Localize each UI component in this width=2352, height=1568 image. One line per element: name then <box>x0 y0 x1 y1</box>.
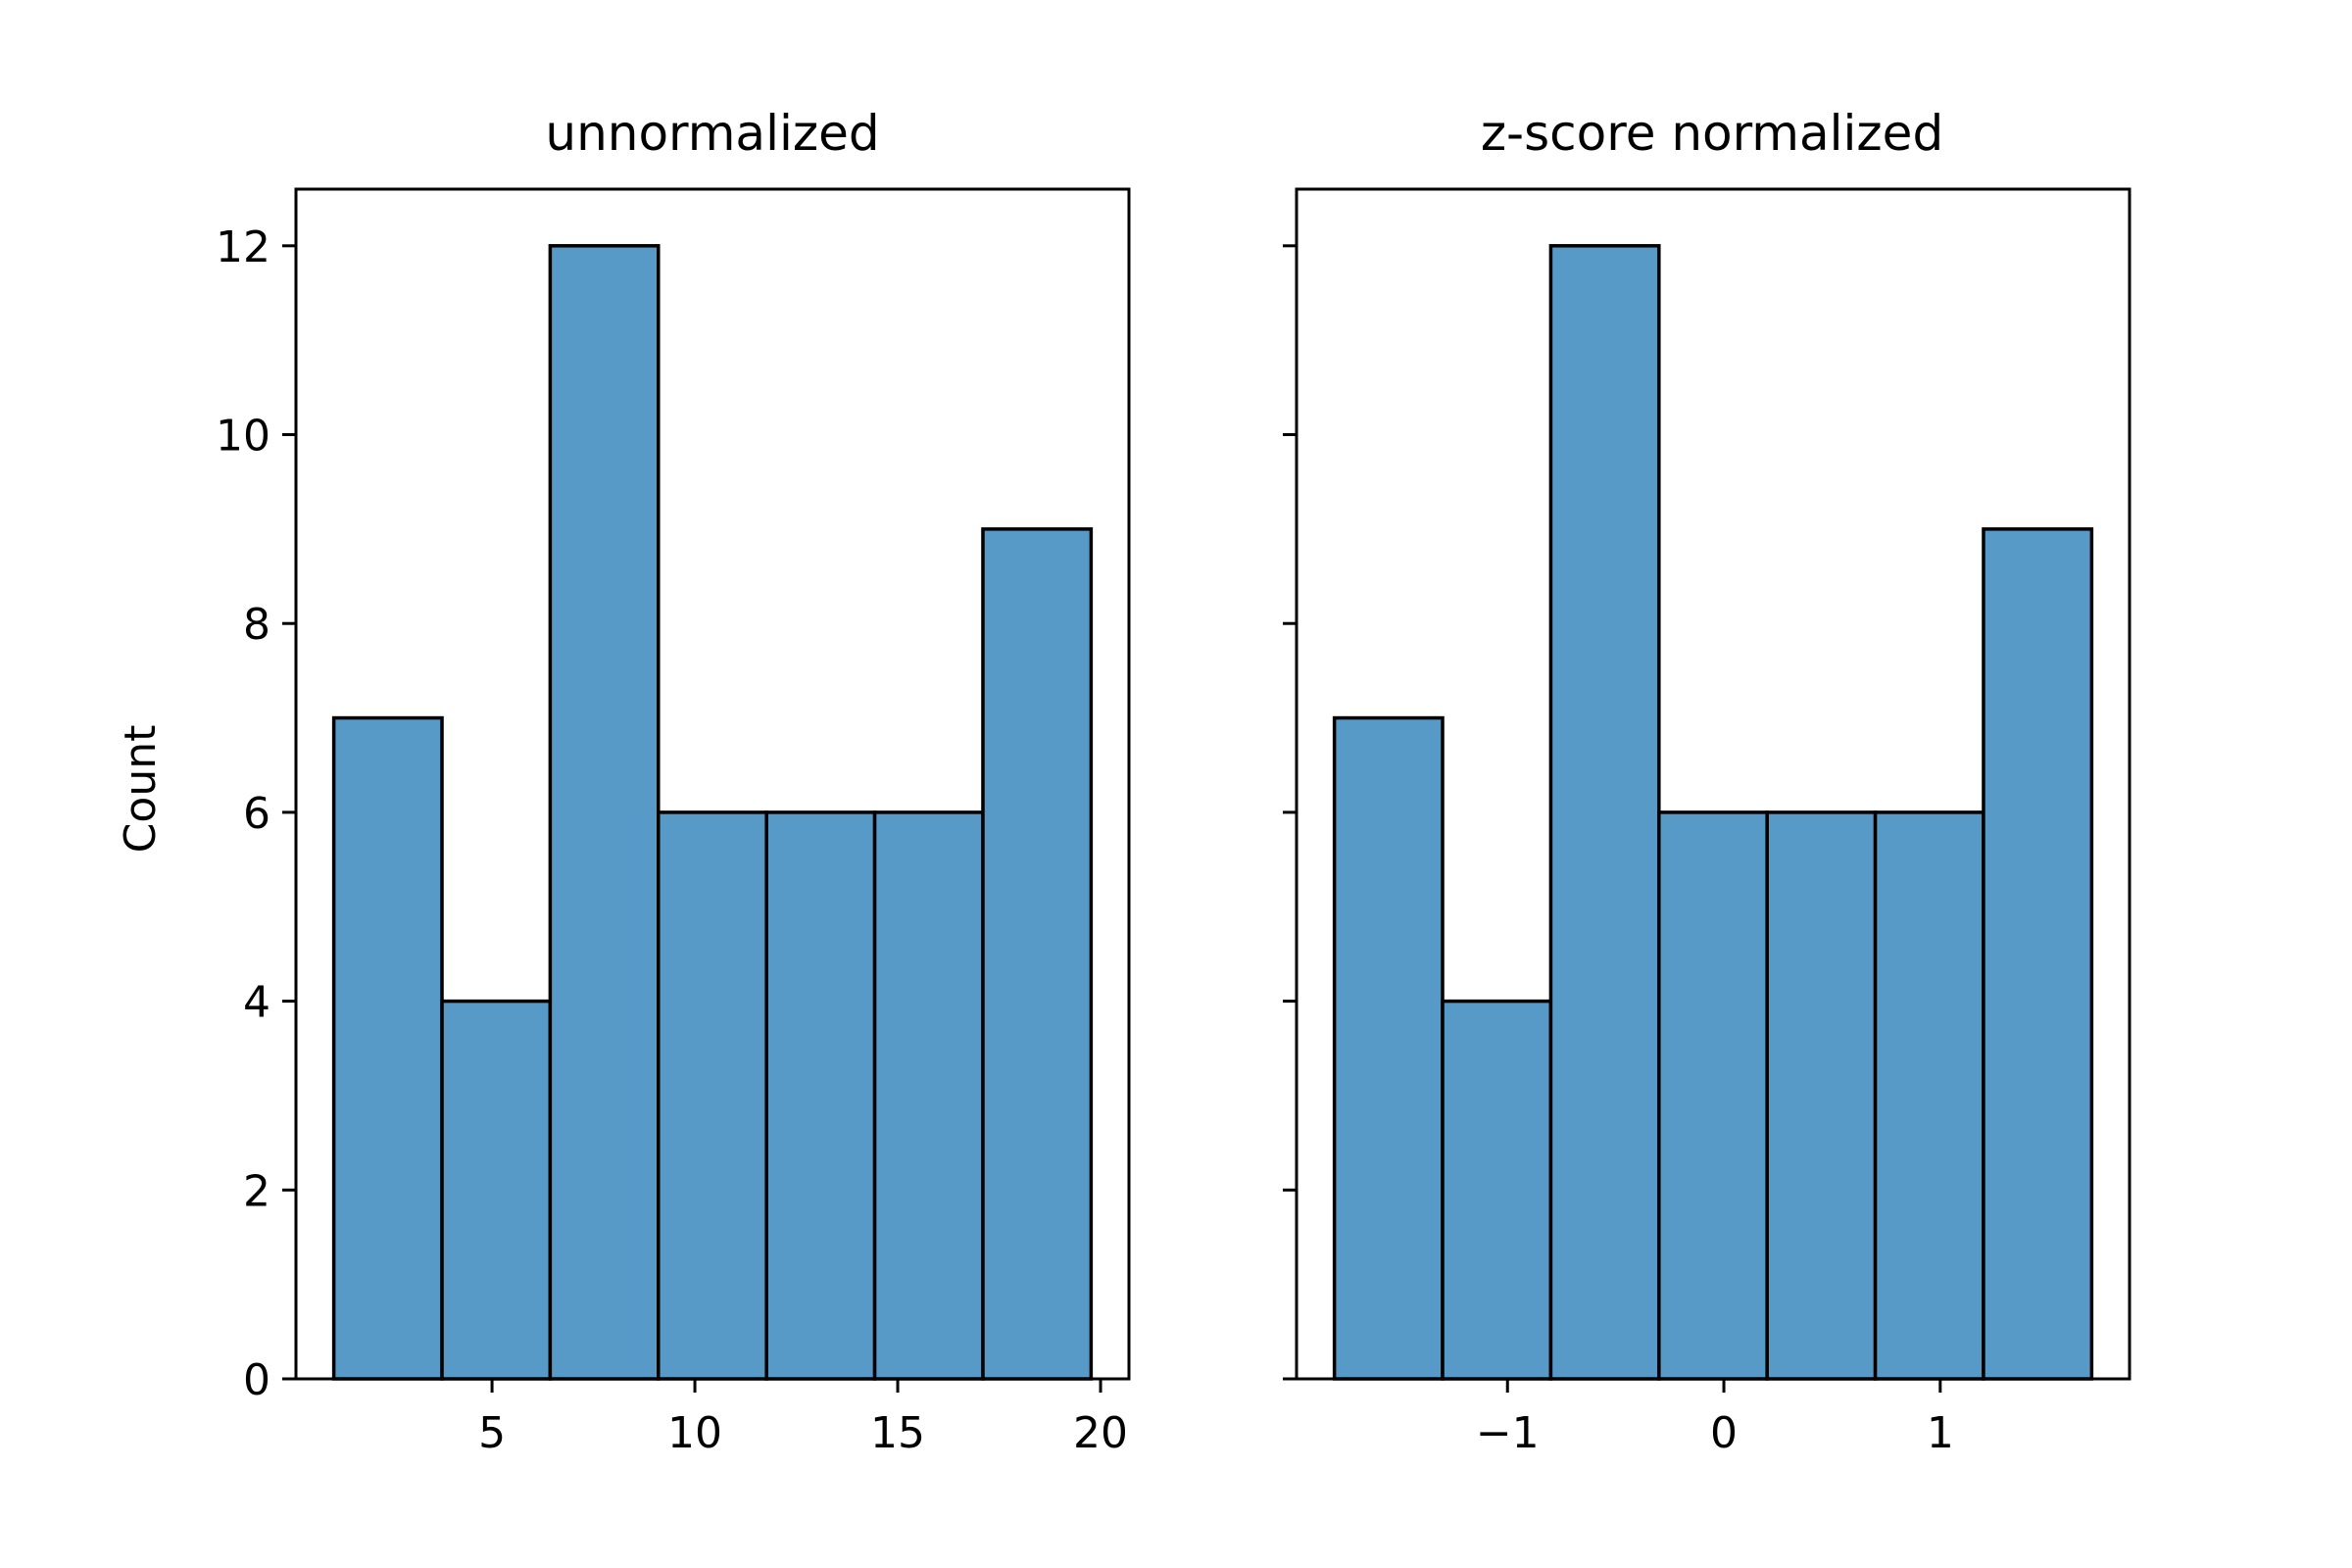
plot-frame <box>1295 187 2132 1381</box>
histogram-bar <box>1548 244 1661 1381</box>
chart-title: z-score normalized <box>1481 105 1943 162</box>
x-tick-label: 5 <box>478 1408 506 1458</box>
bar-group <box>331 244 1094 1381</box>
y-tick-label: 10 <box>216 412 270 462</box>
histogram-bar <box>548 244 661 1381</box>
y-axis-label: Count <box>116 725 166 854</box>
histogram-bar <box>440 999 553 1381</box>
histogram-bar <box>764 810 877 1381</box>
y-tick-label: 0 <box>243 1355 270 1405</box>
histogram-bar <box>1765 810 1878 1381</box>
histogram-bar <box>981 527 1094 1381</box>
histogram-bar <box>657 810 768 1381</box>
chart-title: unnormalized <box>545 105 879 162</box>
x-tick-label: 10 <box>667 1408 722 1458</box>
histogram-bar <box>872 810 985 1381</box>
histogram-bar <box>1441 999 1553 1381</box>
y-tick-label: 8 <box>243 600 270 650</box>
x-tick-label: −1 <box>1476 1408 1540 1458</box>
histogram-bar <box>1873 810 1985 1381</box>
x-tick-label: 1 <box>1927 1408 1954 1458</box>
y-tick-label: 12 <box>216 222 270 272</box>
histogram-bar <box>331 715 444 1381</box>
plot-frame <box>294 187 1131 1381</box>
y-tick-label: 6 <box>243 789 270 839</box>
x-tick-label: 20 <box>1073 1408 1128 1458</box>
panel-z-score-normalized: z-score normalized −1 0 1 <box>1283 105 2132 1458</box>
histogram-bar <box>1657 810 1769 1381</box>
y-tick-label: 4 <box>243 978 270 1028</box>
histogram-bar <box>1332 715 1445 1381</box>
bar-group <box>1332 244 2094 1381</box>
panel-unnormalized: unnormalized Count 5 10 15 20 0 2 4 6 8 10 12 <box>116 105 1131 1458</box>
x-tick-label: 15 <box>870 1408 925 1458</box>
y-tick-label: 2 <box>243 1166 270 1216</box>
tick-group: −1 0 1 <box>1283 244 1954 1458</box>
x-tick-label: 0 <box>1710 1408 1738 1458</box>
histogram-bar <box>1982 527 2094 1381</box>
tick-group: 5 10 15 20 0 2 4 6 8 10 12 <box>216 222 1128 1458</box>
